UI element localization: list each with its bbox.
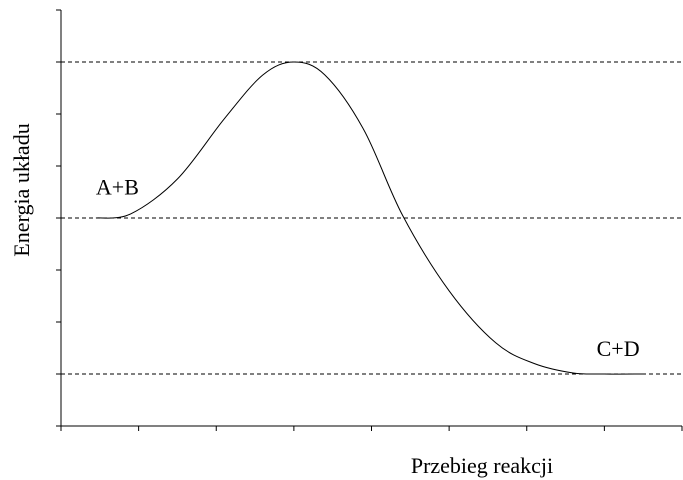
y-axis-label: Energia układu (9, 123, 34, 256)
reference-lines (61, 61, 682, 375)
x-axis-label: Przebieg reakcji (411, 453, 553, 478)
annotations: A+B C+D (96, 175, 640, 361)
y-ticks (56, 9, 61, 427)
annotation-label: C+D (597, 336, 640, 361)
x-ticks (60, 426, 683, 431)
annotation-label: A+B (96, 175, 139, 200)
energy-curve (95, 61, 644, 375)
